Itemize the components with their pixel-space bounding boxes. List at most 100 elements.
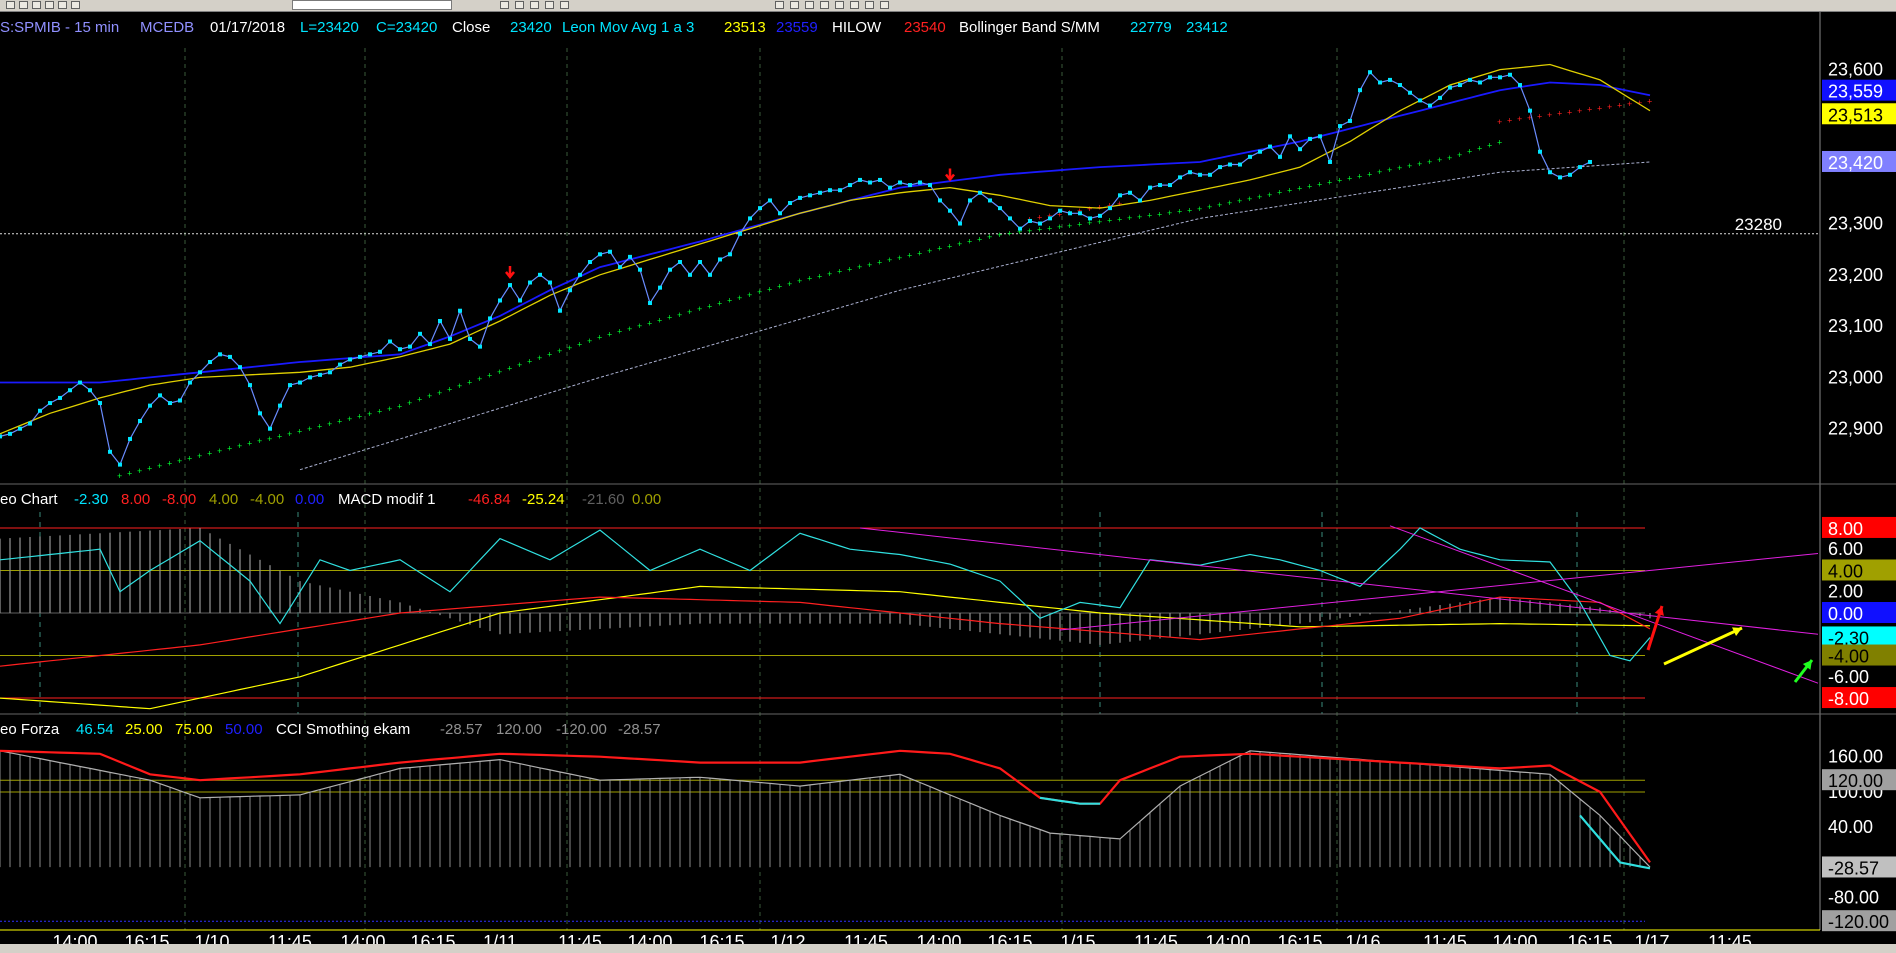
close-point (548, 280, 552, 285)
osc-header-name: eo Chart (0, 491, 58, 508)
close-point (568, 288, 572, 293)
osc-header-v5: -4.00 (250, 491, 284, 508)
psar-point-red: + (1107, 201, 1112, 211)
close-point (188, 380, 192, 385)
osc-axis-badge-bg (1822, 687, 1896, 709)
trend-line-magenta (1059, 552, 1819, 631)
psar-point: + (127, 468, 132, 478)
print-icon[interactable] (32, 1, 41, 9)
psar-point: + (1327, 177, 1332, 187)
open-icon[interactable] (6, 1, 15, 9)
close-point (58, 395, 62, 400)
close-point (248, 383, 252, 388)
close-point (1398, 83, 1402, 88)
close-point (508, 283, 512, 288)
psar-point: + (517, 360, 522, 370)
close-point (918, 180, 922, 185)
close-point (658, 285, 662, 290)
close-point (338, 362, 342, 367)
close-point (88, 388, 92, 393)
cut-icon[interactable] (45, 1, 54, 9)
close-point (1368, 70, 1372, 75)
price-hline-label: 23280 (1735, 215, 1782, 234)
psar-point: + (1237, 196, 1242, 206)
text-icon[interactable] (880, 1, 889, 9)
close-point (1008, 216, 1012, 221)
psar-point: + (417, 395, 422, 405)
osc-yellow-line (0, 585, 1651, 710)
close-point (408, 344, 412, 349)
close-point (818, 190, 822, 195)
close-point (888, 185, 892, 190)
close-point (878, 177, 882, 182)
psar-point: + (447, 384, 452, 394)
pan-icon[interactable] (805, 1, 814, 9)
annotation-arrow-yellow-head (1732, 627, 1742, 637)
chart-icon[interactable] (500, 1, 509, 9)
bars-icon[interactable] (530, 1, 539, 9)
crosshair-icon[interactable] (820, 1, 829, 9)
close-point (1348, 118, 1352, 123)
close-point (1498, 75, 1502, 80)
status-bar (0, 944, 1896, 953)
arrow-icon[interactable] (865, 1, 874, 9)
close-point (1478, 80, 1482, 85)
osc-header-v4: 4.00 (209, 491, 238, 508)
psar-point: + (187, 454, 192, 464)
close-point (768, 198, 772, 203)
osc-header-macd-label: MACD modif 1 (338, 491, 436, 508)
close-point (1198, 172, 1202, 177)
close-point (1448, 85, 1452, 90)
psar-point-red: + (1077, 206, 1082, 216)
close-point (1268, 144, 1272, 149)
time-axis-label: 14:00 (52, 932, 97, 944)
header-hilow-value: 23540 (904, 19, 946, 36)
close-point (388, 339, 392, 344)
close-point (738, 231, 742, 236)
close-line (0, 71, 1591, 466)
paste-icon[interactable] (71, 1, 80, 9)
close-point (328, 370, 332, 375)
psar-point: + (1257, 192, 1262, 202)
copy-icon[interactable] (58, 1, 67, 9)
osc-header-v3: -8.00 (162, 491, 196, 508)
close-point (688, 272, 692, 277)
close-point (598, 252, 602, 257)
cursor-icon[interactable] (835, 1, 844, 9)
close-point (1178, 175, 1182, 180)
close-point (158, 393, 162, 398)
psar-point: + (1067, 221, 1072, 231)
close-point (198, 370, 202, 375)
grid-icon[interactable] (515, 1, 524, 9)
psar-point-red: + (1577, 106, 1582, 116)
time-axis-label: 11:45 (558, 932, 602, 944)
psar-point: + (277, 431, 282, 441)
psar-point: + (1477, 144, 1482, 154)
candle-icon[interactable] (545, 1, 554, 9)
time-axis-label: 14:00 (1205, 932, 1250, 944)
draw-line-icon[interactable] (850, 1, 859, 9)
osc-axis-badge: 4.00 (1828, 561, 1863, 581)
psar-point-red: + (1497, 117, 1502, 127)
psar-point: + (757, 287, 762, 297)
psar-point: + (487, 370, 492, 380)
psar-point: + (337, 416, 342, 426)
zoom-out-icon[interactable] (790, 1, 799, 9)
close-point (1258, 149, 1262, 154)
cci-header-c2: 120.00 (496, 721, 542, 738)
close-point (1308, 136, 1312, 141)
line-icon[interactable] (560, 1, 569, 9)
close-point (1118, 193, 1122, 198)
close-point (1408, 90, 1412, 95)
close-point (18, 426, 22, 431)
psar-point: + (1357, 171, 1362, 181)
close-point (1168, 183, 1172, 188)
psar-point: + (217, 446, 222, 456)
cci-header-c1: -28.57 (440, 721, 483, 738)
zoom-in-icon[interactable] (775, 1, 784, 9)
symbol-combo[interactable] (292, 0, 452, 10)
psar-point: + (477, 374, 482, 384)
psar-point-red: + (1627, 99, 1632, 109)
osc-axis-badge-bg (1822, 516, 1896, 538)
save-icon[interactable] (19, 1, 28, 9)
